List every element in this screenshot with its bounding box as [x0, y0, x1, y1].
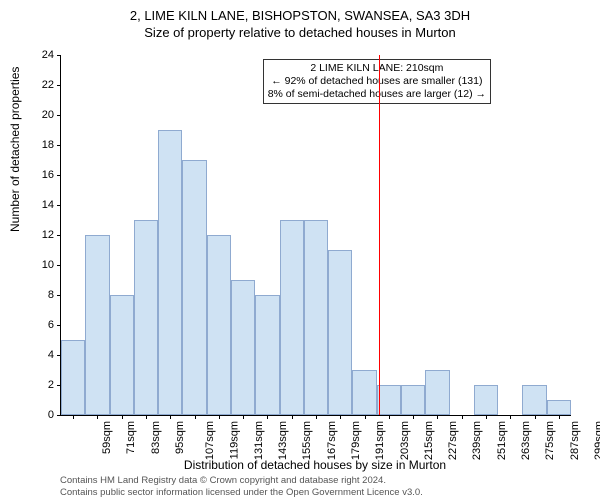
histogram-bar	[134, 220, 158, 415]
ytick-label: 10	[42, 259, 54, 271]
xtick-label: 239sqm	[472, 421, 484, 460]
attribution: Contains HM Land Registry data © Crown c…	[60, 475, 570, 498]
ytick-mark	[57, 205, 61, 206]
xtick-label: 251sqm	[496, 421, 508, 460]
xtick-label: 95sqm	[174, 421, 186, 454]
xtick-label: 179sqm	[350, 421, 362, 460]
xtick-mark	[97, 415, 98, 419]
attribution-line-2: Contains public sector information licen…	[60, 487, 570, 498]
xtick-mark	[292, 415, 293, 419]
xtick-mark	[146, 415, 147, 419]
ytick-mark	[57, 145, 61, 146]
xtick-mark	[243, 415, 244, 419]
xtick-label: 275sqm	[544, 421, 556, 460]
xtick-label: 59sqm	[101, 421, 113, 454]
xtick-label: 143sqm	[277, 421, 289, 460]
xtick-label: 203sqm	[399, 421, 411, 460]
histogram-bar	[255, 295, 279, 415]
xtick-label: 83sqm	[150, 421, 162, 454]
xtick-mark	[219, 415, 220, 419]
histogram-bar	[280, 220, 304, 415]
annotation-line-2: ← 92% of detached houses are smaller (13…	[268, 75, 486, 88]
histogram-bar	[474, 385, 498, 415]
histogram-bar	[401, 385, 425, 415]
histogram-bar	[85, 235, 109, 415]
xtick-mark	[486, 415, 487, 419]
ytick-label: 12	[42, 229, 54, 241]
xtick-label: 155sqm	[302, 421, 314, 460]
xtick-mark	[413, 415, 414, 419]
ytick-label: 2	[48, 379, 54, 391]
ytick-mark	[57, 415, 61, 416]
histogram-bar	[352, 370, 376, 415]
xtick-mark	[437, 415, 438, 419]
histogram-bar	[304, 220, 328, 415]
xtick-mark	[170, 415, 171, 419]
ytick-label: 0	[48, 409, 54, 421]
xtick-mark	[316, 415, 317, 419]
xtick-mark	[535, 415, 536, 419]
xtick-label: 191sqm	[374, 421, 386, 460]
histogram-bar	[522, 385, 546, 415]
xtick-mark	[462, 415, 463, 419]
xtick-label: 107sqm	[204, 421, 216, 460]
chart-title: 2, LIME KILN LANE, BISHOPSTON, SWANSEA, …	[0, 0, 600, 23]
xtick-mark	[267, 415, 268, 419]
xtick-mark	[365, 415, 366, 419]
xtick-label: 167sqm	[326, 421, 338, 460]
ytick-mark	[57, 55, 61, 56]
ytick-mark	[57, 175, 61, 176]
xtick-label: 71sqm	[125, 421, 137, 454]
ytick-label: 8	[48, 289, 54, 301]
annotation-line-1: 2 LIME KILN LANE: 210sqm	[268, 62, 486, 75]
histogram-bar	[377, 385, 401, 415]
ytick-mark	[57, 235, 61, 236]
histogram-bar	[61, 340, 85, 415]
xtick-mark	[510, 415, 511, 419]
xtick-label: 287sqm	[569, 421, 581, 460]
xtick-label: 227sqm	[447, 421, 459, 460]
y-axis-label: Number of detached properties	[8, 67, 22, 232]
xtick-mark	[559, 415, 560, 419]
xtick-mark	[389, 415, 390, 419]
ytick-mark	[57, 265, 61, 266]
ytick-mark	[57, 85, 61, 86]
ytick-label: 14	[42, 199, 54, 211]
xtick-mark	[340, 415, 341, 419]
attribution-line-1: Contains HM Land Registry data © Crown c…	[60, 475, 570, 486]
xtick-label: 119sqm	[228, 421, 240, 459]
ytick-label: 24	[42, 49, 54, 61]
ytick-label: 16	[42, 169, 54, 181]
annotation-line-3: 8% of semi-detached houses are larger (1…	[268, 88, 486, 101]
histogram-bar	[328, 250, 352, 415]
xtick-mark	[122, 415, 123, 419]
annotation-box: 2 LIME KILN LANE: 210sqm ← 92% of detach…	[263, 59, 491, 104]
histogram-bar	[547, 400, 571, 415]
histogram-bar	[110, 295, 134, 415]
ytick-label: 18	[42, 139, 54, 151]
ytick-label: 22	[42, 79, 54, 91]
histogram-bar	[182, 160, 206, 415]
plot-area: 2 LIME KILN LANE: 210sqm ← 92% of detach…	[60, 55, 571, 416]
xtick-label: 131sqm	[253, 421, 265, 460]
x-axis-label: Distribution of detached houses by size …	[60, 458, 570, 472]
xtick-mark	[73, 415, 74, 419]
chart-container: 2, LIME KILN LANE, BISHOPSTON, SWANSEA, …	[0, 0, 600, 500]
ytick-mark	[57, 295, 61, 296]
ytick-label: 20	[42, 109, 54, 121]
ytick-label: 6	[48, 319, 54, 331]
property-marker-line	[379, 55, 380, 415]
xtick-label: 299sqm	[593, 421, 600, 460]
ytick-label: 4	[48, 349, 54, 361]
xtick-mark	[195, 415, 196, 419]
ytick-mark	[57, 325, 61, 326]
chart-subtitle: Size of property relative to detached ho…	[0, 23, 600, 40]
histogram-bar	[158, 130, 182, 415]
xtick-label: 263sqm	[520, 421, 532, 460]
histogram-bar	[207, 235, 231, 415]
histogram-bar	[425, 370, 449, 415]
histogram-bar	[231, 280, 255, 415]
xtick-label: 215sqm	[423, 421, 435, 460]
ytick-mark	[57, 115, 61, 116]
